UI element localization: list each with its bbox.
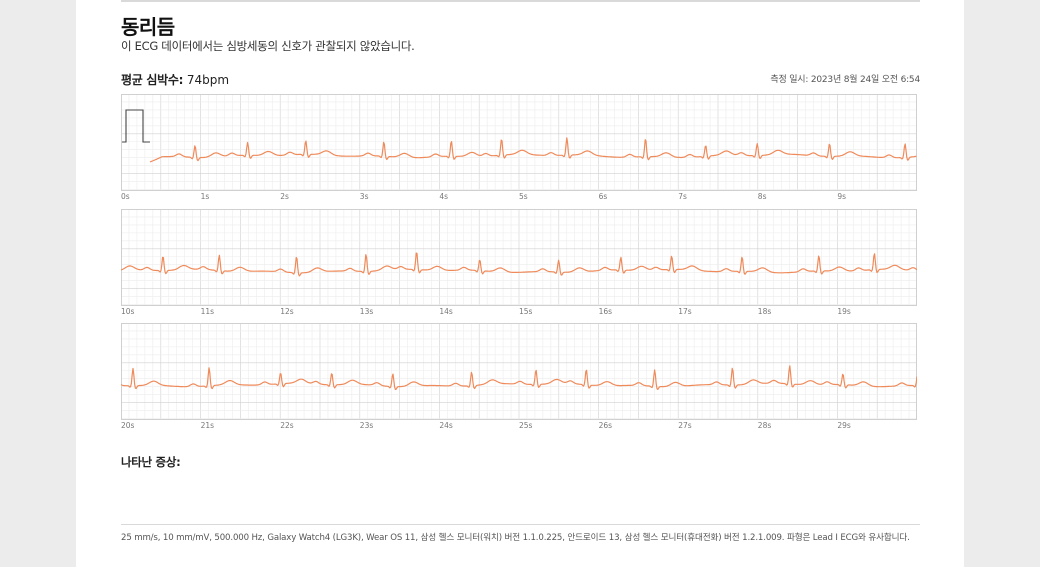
ecg-grid bbox=[121, 94, 917, 191]
average-heart-rate-label: 평균 심박수: bbox=[121, 73, 184, 87]
ecg-tick-label: 2s bbox=[280, 192, 289, 201]
ecg-strip-3: 20s 21s 22s 23s 24s 25s 26s 27s 28s 29s bbox=[121, 323, 917, 432]
ecg-grid bbox=[121, 323, 917, 420]
ecg-tick-label: 0s bbox=[121, 192, 130, 201]
ecg-tick-label: 16s bbox=[598, 307, 613, 316]
footer-divider bbox=[121, 524, 920, 525]
symptoms-label: 나타난 증상: bbox=[121, 455, 181, 469]
ecg-strip-tick-labels: 0s 1s 2s 3s 4s 5s 6s 7s 8s 9s bbox=[121, 191, 917, 203]
ecg-tick-label: 22s bbox=[280, 421, 294, 430]
ecg-tick-label: 7s bbox=[678, 192, 687, 201]
average-heart-rate-value: 74bpm bbox=[186, 73, 230, 87]
ecg-tick-label: 4s bbox=[439, 192, 449, 201]
ecg-strip-1: 0s 1s 2s 3s 4s 5s 6s 7s 8s 9s bbox=[121, 94, 917, 203]
ecg-grid bbox=[121, 209, 917, 306]
ecg-trace bbox=[121, 252, 917, 277]
ecg-grid-border bbox=[121, 209, 917, 306]
ecg-tick-label: 1s bbox=[200, 192, 210, 201]
ecg-tick-label: 15s bbox=[519, 307, 533, 316]
ecg-tick-label: 24s bbox=[439, 421, 453, 430]
ecg-tick-label: 3s bbox=[359, 192, 369, 201]
ecg-tick-label: 11s bbox=[200, 307, 215, 316]
page-title: 동리듬 bbox=[121, 15, 175, 39]
ecg-grid-border bbox=[121, 323, 917, 420]
ecg-strip-chart bbox=[121, 323, 917, 420]
ecg-strip-tick-labels: 20s 21s 22s 23s 24s 25s 26s 27s 28s 29s bbox=[121, 420, 917, 432]
ecg-tick-label: 27s bbox=[678, 421, 692, 430]
ecg-grid-border bbox=[121, 94, 917, 191]
ecg-tick-label: 18s bbox=[757, 307, 772, 316]
top-divider bbox=[121, 0, 920, 2]
ecg-strip-tick-labels: 10s 11s 12s 13s 14s 15s 16s 17s 18s 19s bbox=[121, 306, 917, 318]
ecg-trace bbox=[149, 137, 917, 163]
ecg-strip-2: 10s 11s 12s 13s 14s 15s 16s 17s 18s 19s bbox=[121, 209, 917, 318]
ecg-tick-label: 8s bbox=[757, 192, 767, 201]
ecg-tick-label: 17s bbox=[678, 307, 692, 316]
ecg-tick-label: 9s bbox=[837, 192, 847, 201]
ecg-tick-label: 20s bbox=[121, 421, 135, 430]
ecg-tick-label: 10s bbox=[121, 307, 135, 316]
ecg-strip-chart bbox=[121, 94, 917, 191]
device-info-footer: 25 mm/s, 10 mm/mV, 500.000 Hz, Galaxy Wa… bbox=[121, 533, 910, 543]
ecg-tick-label: 19s bbox=[837, 307, 851, 316]
ecg-tick-label: 12s bbox=[280, 307, 294, 316]
result-description: 이 ECG 데이터에서는 심방세동의 신호가 관찰되지 않았습니다. bbox=[121, 39, 415, 53]
ecg-tick-label: 14s bbox=[439, 307, 453, 316]
ecg-calibration-pulse bbox=[122, 109, 150, 143]
ecg-tick-label: 13s bbox=[359, 307, 374, 316]
ecg-tick-label: 23s bbox=[359, 421, 374, 430]
ecg-tick-label: 6s bbox=[598, 192, 608, 201]
ecg-strip-chart bbox=[121, 209, 917, 306]
ecg-tick-label: 25s bbox=[519, 421, 533, 430]
ecg-tick-label: 26s bbox=[598, 421, 613, 430]
average-heart-rate: 평균 심박수: 74bpm bbox=[121, 71, 229, 88]
ecg-tick-label: 28s bbox=[757, 421, 772, 430]
ecg-tick-label: 5s bbox=[519, 192, 528, 201]
ecg-tick-label: 21s bbox=[200, 421, 215, 430]
ecg-trace bbox=[121, 365, 917, 391]
report-page: 동리듬 이 ECG 데이터에서는 심방세동의 신호가 관찰되지 않았습니다. 평… bbox=[76, 0, 964, 567]
ecg-tick-label: 29s bbox=[837, 421, 851, 430]
measurement-datetime: 측정 일시: 2023년 8월 24일 오전 6:54 bbox=[770, 75, 920, 85]
